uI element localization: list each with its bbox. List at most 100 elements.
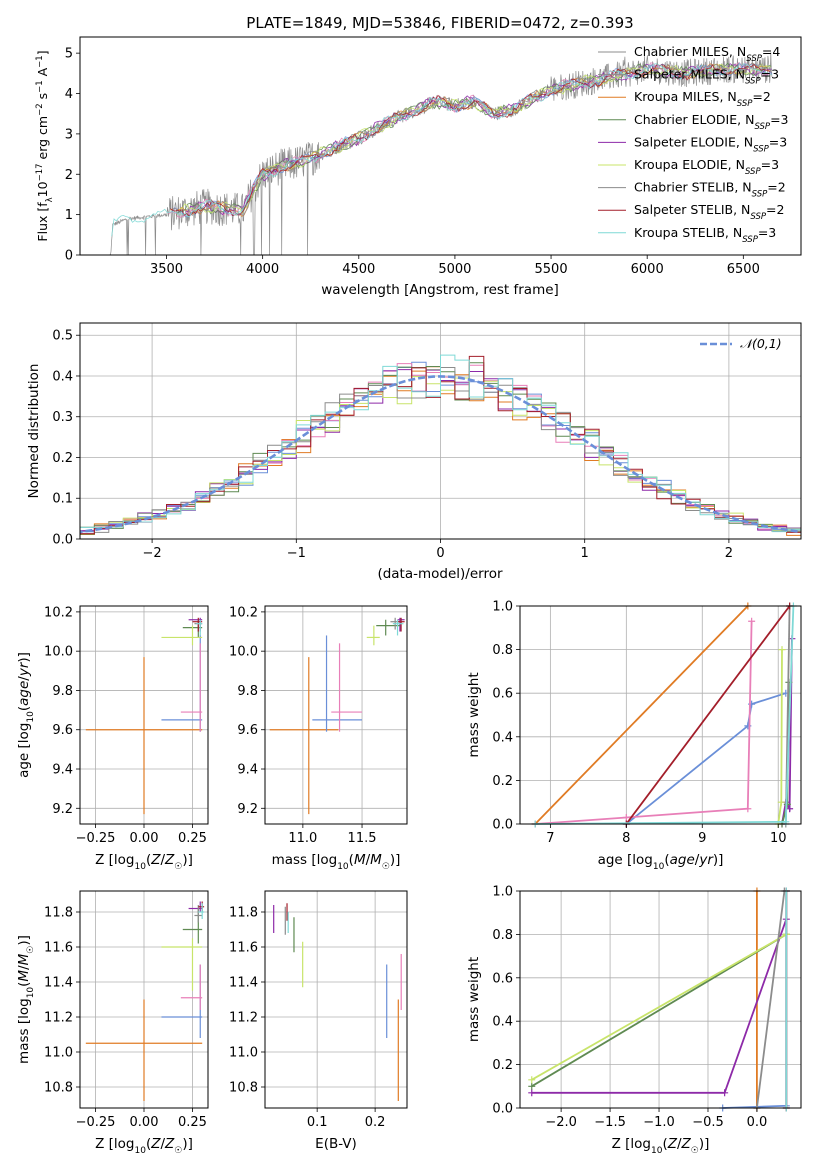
- cumulative-Z-xlabel: Z [log10(Z/Z☉)]: [612, 1136, 710, 1156]
- cumulative-line: [625, 605, 791, 825]
- y-tick-label: 0.5: [52, 329, 73, 344]
- y-tick-label: 5: [65, 47, 73, 62]
- spectrum-lines: [109, 52, 773, 255]
- cumulative-point: [748, 617, 756, 625]
- cumulative-line: [531, 933, 787, 1088]
- cumulative-point: [528, 1089, 536, 1097]
- y-tick-label: 0.0: [492, 818, 513, 833]
- mass-vs-Z-marks: [85, 901, 205, 1101]
- y-tick-label: 9.8: [52, 684, 73, 699]
- legend-entry: Salpeter MILES, NSSP=3: [634, 67, 779, 87]
- x-tick-label: 0.00: [130, 1115, 159, 1130]
- legend-entry: Kroupa STELIB, NSSP=3: [634, 225, 776, 245]
- y-tick-label: 9.4: [237, 763, 258, 778]
- cumulative-Z-axes-frame: [519, 890, 802, 1109]
- y-tick-label: 2: [65, 168, 73, 183]
- age-vs-mass-axes-frame: [264, 605, 408, 825]
- cumulative-age-ticks: 7 8 9 10 0.0 0.2 0.4 0.6 0.8 1.0: [492, 600, 786, 847]
- spectrum-legend: Chabrier MILES, NSSP=4 Salpeter MILES, NS…: [598, 44, 789, 245]
- y-tick-label: 0.2: [52, 451, 73, 466]
- y-tick-label: 11.2: [229, 1011, 258, 1026]
- age-vs-Z-marks: [85, 617, 203, 815]
- y-tick-label: 11.0: [44, 1046, 73, 1061]
- x-tick-label: 0.0: [747, 1115, 768, 1130]
- y-tick-label: 11.6: [44, 941, 73, 956]
- spectrum-title: PLATE=1849, MJD=53846, FIBERID=0472, z=0…: [246, 14, 633, 32]
- y-tick-label: 1.0: [492, 885, 513, 900]
- y-tick-label: 11.4: [229, 976, 258, 991]
- y-tick-label: 0.4: [492, 1015, 513, 1030]
- residuals-xlabel: (data-model)/error: [377, 566, 503, 582]
- normal-legend-label: 𝒩(0,1): [740, 336, 782, 351]
- cumulative-age-axes-frame: [519, 605, 802, 825]
- age-vs-mass-ticks: 11.0 11.5 9.2 9.4 9.6 9.8 10.0 10.2: [229, 605, 376, 846]
- cumulative-Z-gridlines: [520, 890, 801, 1109]
- y-tick-label: 0.2: [492, 1058, 513, 1073]
- cumulative-point: [528, 1076, 536, 1084]
- spectrum-panel: 3500 4000 4500 5000 5500 6000 6500 0 1 2 3 4 5 Chabr…: [35, 36, 802, 298]
- x-tick-label: 0.2: [365, 1115, 386, 1130]
- x-tick-label: 10: [770, 831, 787, 846]
- age-vs-Z-ticks: −0.25 0.00 0.25 9.2 9.4 9.6 9.8 10.0 10.2: [44, 605, 207, 846]
- legend-entry: Chabrier ELODIE, NSSP=3: [634, 112, 789, 132]
- y-tick-label: 0.3: [52, 410, 73, 425]
- cumulative-point: [744, 805, 752, 813]
- cumulative-line: [625, 692, 787, 825]
- y-tick-label: 0.0: [52, 533, 73, 548]
- y-tick-label: 10.2: [229, 605, 258, 620]
- cumulative-line: [535, 605, 795, 825]
- y-tick-label: 0.4: [52, 369, 73, 384]
- cumulative-point: [778, 646, 786, 654]
- cumulative-age-gridlines: [520, 605, 801, 825]
- cumulative-point: [622, 813, 630, 821]
- y-tick-label: 1: [65, 208, 73, 223]
- x-tick-label: 7: [546, 831, 554, 846]
- y-tick-label: 11.8: [229, 906, 258, 921]
- normal-reference-curve: [80, 375, 801, 534]
- x-tick-label: 1: [581, 546, 589, 561]
- cumulative-age-xlabel: age [log10(age/yr)]: [598, 852, 724, 872]
- legend-entry: Chabrier MILES, NSSP=4: [634, 44, 780, 64]
- parameter-panels: −0.25 0.00 0.25 9.2 9.4 9.6 9.8 10.0 10.2 Z [log1…: [16, 600, 802, 1156]
- legend-entry: Salpeter ELODIE, NSSP=3: [634, 134, 787, 154]
- cumulative-age-panel: 7 8 9 10 0.0 0.2 0.4 0.6 0.8 1.0 age [log10(age/yr…: [466, 600, 802, 872]
- x-tick-label: −0.25: [76, 831, 116, 846]
- residuals-legend: 𝒩(0,1): [700, 336, 782, 351]
- x-tick-label: 5500: [535, 262, 568, 277]
- x-tick-label: 8: [622, 831, 630, 846]
- x-tick-label: 0.00: [130, 831, 159, 846]
- spectrum-axes-frame: [79, 36, 802, 256]
- cumulative-line: [531, 933, 787, 1081]
- age-vs-Z-axes-frame: [79, 605, 209, 825]
- x-tick-label: 2: [725, 546, 733, 561]
- y-tick-label: 0: [65, 249, 73, 264]
- cumulative-Z-panel: −2.0 −1.5 −1.0 −0.5 0.0 0.0 0.2 0.4 0.6 0.8 1.0 Z […: [466, 885, 802, 1156]
- y-tick-label: 0.4: [492, 730, 513, 745]
- mass-vs-Z-panel: −0.25 0.00 0.25 10.8 11.0 11.2 11.4 11.6 11.8 Z […: [16, 890, 209, 1156]
- cumulative-line: [722, 891, 788, 1109]
- mass-vs-Z-ylabel: mass [log10(M/M☉)]: [16, 935, 36, 1064]
- mass-vs-Z-ticks: −0.25 0.00 0.25 10.8 11.0 11.2 11.4 11.6 11.8: [44, 906, 207, 1131]
- x-tick-label: 11.5: [348, 831, 377, 846]
- mass-vs-EBV-panel: 0.1 0.2 10.8 11.0 11.2 11.4 11.6 11.8 E(B-V): [229, 890, 408, 1152]
- model-spectrum-line: [170, 63, 771, 217]
- cumulative-line: [534, 605, 749, 825]
- cumulative-Z-ylabel: mass weight: [466, 957, 482, 1042]
- y-tick-label: 3: [65, 127, 73, 142]
- cumulative-point: [721, 1089, 729, 1097]
- y-tick-label: 9.8: [237, 684, 258, 699]
- x-tick-label: 6500: [727, 262, 760, 277]
- x-tick-label: 9: [698, 831, 706, 846]
- x-tick-label: 0.1: [307, 1115, 328, 1130]
- y-tick-label: 9.6: [52, 723, 73, 738]
- x-tick-label: −0.25: [76, 1115, 116, 1130]
- residuals-panel: −2 −1 0 1 2 0.0 0.1 0.2 0.3 0.4 0.5 𝒩(0,1) (data-m…: [26, 322, 802, 582]
- y-tick-label: 9.4: [52, 763, 73, 778]
- cumulative-point: [777, 798, 785, 806]
- y-tick-label: 11.4: [44, 976, 73, 991]
- x-tick-label: 4500: [342, 262, 375, 277]
- cumulative-age-ylabel: mass weight: [466, 672, 482, 757]
- cumulative-Z-ticks: −2.0 −1.5 −1.0 −0.5 0.0 0.0 0.2 0.4 0.6 0.8 1.0: [492, 885, 767, 1131]
- y-tick-label: 0.2: [492, 774, 513, 789]
